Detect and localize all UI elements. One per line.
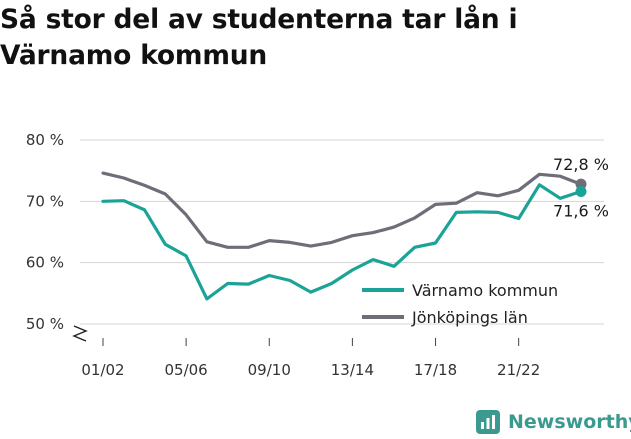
series-lines (101, 171, 583, 301)
y-tick-label: 60 % (26, 254, 64, 272)
series-endpoints: 72,8 % 71,6 % (553, 155, 609, 220)
series-end-label: 72,8 % (553, 155, 609, 174)
y-tick-label: 50 % (26, 315, 64, 333)
newsworthy-logo[interactable]: Newsworthy (476, 408, 631, 436)
brand-name: Newsworthy (508, 411, 631, 433)
series-end-label: 71,6 % (553, 202, 609, 221)
y-tick-label: 70 % (26, 192, 64, 210)
series-line (101, 183, 583, 301)
gridlines (80, 139, 604, 325)
x-tick-label: 05/06 (165, 361, 208, 379)
axis-break-zigzag (72, 325, 88, 342)
x-tick-label: 21/22 (497, 361, 540, 379)
x-tick-label: 17/18 (414, 361, 457, 379)
y-axis-ticks: 50 % 60 % 70 % 80 % (26, 131, 64, 333)
chart-title: Så stor del av studenterna tar lån i Vär… (0, 4, 518, 71)
y-tick-label: 80 % (26, 131, 64, 149)
x-axis: 01/02 05/06 09/10 13/14 17/18 21/22 (81, 338, 540, 379)
legend: Värnamo kommun Jönköpings län (362, 281, 558, 327)
x-tick-label: 13/14 (331, 361, 374, 379)
legend-label: Värnamo kommun (412, 281, 558, 300)
legend-label: Jönköpings län (411, 308, 528, 327)
series-endpoint-dot (575, 186, 587, 198)
newsworthy-chart-icon (476, 410, 500, 434)
y-axis-break-icon (72, 325, 88, 342)
x-tick-label: 01/02 (81, 361, 124, 379)
x-tick-label: 09/10 (248, 361, 291, 379)
series-line (101, 171, 583, 249)
